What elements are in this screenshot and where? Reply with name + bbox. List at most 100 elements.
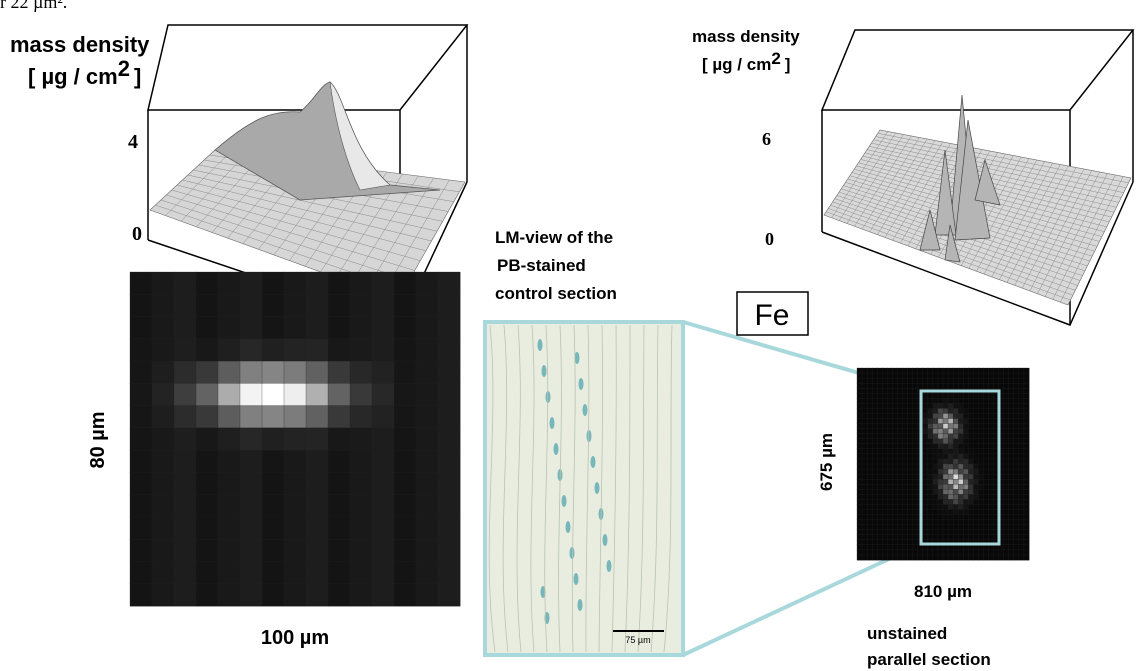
- image-pixel: [416, 317, 438, 340]
- image-pixel: [963, 429, 968, 434]
- image-pixel: [943, 530, 948, 535]
- image-pixel: [862, 464, 867, 469]
- image-pixel: [973, 525, 978, 530]
- image-pixel: [928, 429, 933, 434]
- image-pixel: [284, 383, 306, 406]
- image-pixel: [943, 499, 948, 504]
- image-pixel: [1024, 378, 1029, 383]
- image-pixel: [372, 339, 394, 362]
- image-pixel: [872, 444, 877, 449]
- image-pixel: [1024, 373, 1029, 378]
- image-pixel: [328, 383, 350, 406]
- image-pixel: [943, 403, 948, 408]
- image-pixel: [933, 509, 938, 514]
- image-pixel: [923, 479, 928, 484]
- image-pixel: [983, 373, 988, 378]
- image-pixel: [438, 428, 460, 451]
- image-pixel: [174, 561, 196, 584]
- image-pixel: [857, 515, 862, 520]
- image-pixel: [857, 504, 862, 509]
- image-pixel: [196, 317, 218, 340]
- image-pixel: [897, 489, 902, 494]
- image-pixel: [938, 479, 943, 484]
- image-pixel: [306, 428, 328, 451]
- image-pixel: [372, 517, 394, 540]
- image-pixel: [953, 398, 958, 403]
- image-pixel: [862, 403, 867, 408]
- image-pixel: [1004, 459, 1009, 464]
- image-pixel: [968, 550, 973, 555]
- image-pixel: [857, 479, 862, 484]
- image-pixel: [887, 434, 892, 439]
- image-pixel: [913, 515, 918, 520]
- image-pixel: [978, 413, 983, 418]
- image-pixel: [897, 499, 902, 504]
- image-pixel: [438, 539, 460, 562]
- image-pixel: [1009, 504, 1014, 509]
- image-pixel: [284, 495, 306, 518]
- image-pixel: [857, 454, 862, 459]
- image-pixel: [973, 535, 978, 540]
- image-pixel: [857, 474, 862, 479]
- image-pixel: [892, 469, 897, 474]
- image-pixel: [953, 368, 958, 373]
- image-pixel: [872, 479, 877, 484]
- image-pixel: [1024, 424, 1029, 429]
- image-pixel: [1014, 489, 1019, 494]
- image-pixel: [978, 378, 983, 383]
- image-pixel: [973, 439, 978, 444]
- image-pixel: [973, 545, 978, 550]
- image-pixel: [887, 378, 892, 383]
- image-pixel: [1009, 398, 1014, 403]
- image-pixel: [908, 479, 913, 484]
- image-pixel: [958, 484, 963, 489]
- image-pixel: [882, 454, 887, 459]
- image-pixel: [958, 373, 963, 378]
- image-pixel: [989, 494, 994, 499]
- image-pixel: [862, 393, 867, 398]
- image-pixel: [887, 535, 892, 540]
- image-pixel: [978, 408, 983, 413]
- image-pixel: [973, 520, 978, 525]
- image-pixel: [1009, 550, 1014, 555]
- image-pixel: [943, 484, 948, 489]
- image-pixel: [872, 520, 877, 525]
- image-pixel: [1004, 489, 1009, 494]
- image-pixel: [877, 550, 882, 555]
- image-pixel: [958, 515, 963, 520]
- image-pixel: [196, 517, 218, 540]
- image-pixel: [923, 403, 928, 408]
- image-pixel: [857, 535, 862, 540]
- image-pixel: [857, 484, 862, 489]
- image-pixel: [1009, 413, 1014, 418]
- image-pixel: [963, 545, 968, 550]
- image-pixel: [968, 520, 973, 525]
- image-pixel: [963, 454, 968, 459]
- image-pixel: [1009, 530, 1014, 535]
- image-pixel: [877, 403, 882, 408]
- image-pixel: [948, 449, 953, 454]
- image-pixel: [923, 464, 928, 469]
- image-pixel: [923, 434, 928, 439]
- image-pixel: [903, 398, 908, 403]
- image-pixel: [933, 530, 938, 535]
- image-pixel: [887, 454, 892, 459]
- image-pixel: [1014, 419, 1019, 424]
- image-pixel: [887, 545, 892, 550]
- image-pixel: [887, 474, 892, 479]
- image-pixel: [983, 484, 988, 489]
- image-pixel: [933, 525, 938, 530]
- image-pixel: [983, 383, 988, 388]
- image-pixel: [908, 398, 913, 403]
- image-pixel: [867, 383, 872, 388]
- image-pixel: [913, 388, 918, 393]
- image-pixel: [1014, 373, 1019, 378]
- image-pixel: [943, 535, 948, 540]
- image-pixel: [1014, 378, 1019, 383]
- image-pixel: [196, 428, 218, 451]
- image-pixel: [350, 472, 372, 495]
- image-pixel: [1004, 383, 1009, 388]
- image-pixel: [262, 383, 284, 406]
- image-pixel: [913, 550, 918, 555]
- image-pixel: [877, 489, 882, 494]
